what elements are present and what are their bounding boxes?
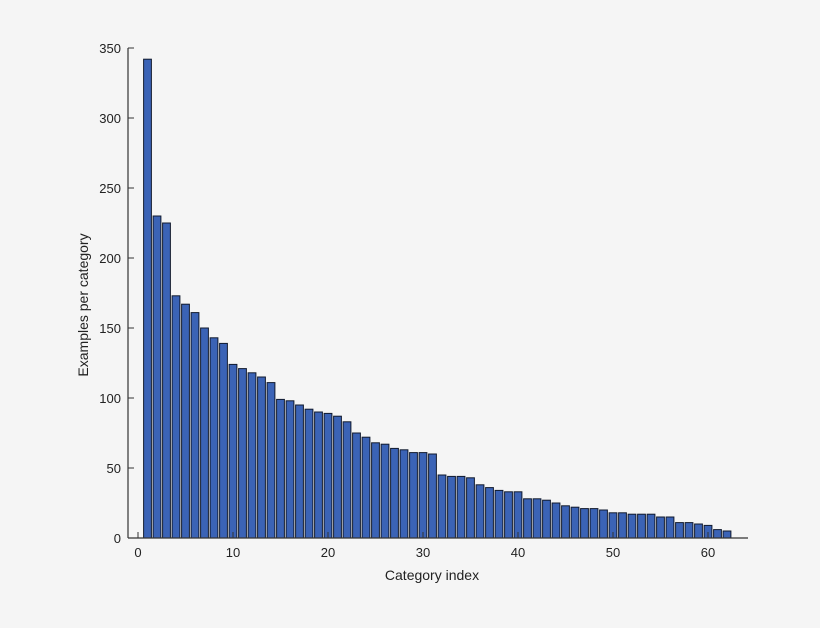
bar (276, 398, 285, 539)
bar (456, 475, 466, 539)
x-tick-label: 60 (701, 545, 715, 560)
bar (361, 436, 371, 539)
bar (542, 499, 551, 539)
bar (399, 449, 409, 539)
y-tick-label: 300 (99, 111, 121, 126)
bar (523, 498, 532, 539)
bar (713, 529, 722, 539)
y-tick-label: 0 (114, 531, 121, 546)
axes-group: 0 50 100 150 200 250 300 350 0 10 20 30 40 50 60 (99, 41, 748, 560)
bar (171, 295, 181, 539)
bar (551, 502, 561, 539)
bar (561, 505, 570, 539)
bar (637, 513, 646, 539)
bar (627, 513, 637, 539)
bar (675, 522, 684, 539)
bar (694, 523, 703, 539)
bar (684, 522, 694, 539)
bar (162, 222, 171, 539)
bar (418, 452, 428, 539)
bar (247, 372, 257, 539)
bar (257, 376, 266, 539)
bar (352, 432, 361, 539)
y-tick-label: 250 (99, 181, 121, 196)
bar (409, 452, 418, 539)
y-tick-label: 50 (107, 461, 121, 476)
bar (333, 415, 342, 539)
bar (228, 363, 238, 539)
bar (494, 489, 504, 539)
bar (466, 477, 475, 539)
bar (570, 506, 580, 539)
bar (219, 342, 228, 539)
bar (722, 530, 732, 539)
bar (209, 337, 219, 539)
bar (447, 475, 456, 539)
bar (580, 508, 589, 539)
bar (342, 421, 352, 539)
x-tick-label: 10 (226, 545, 240, 560)
bar (428, 453, 437, 539)
x-tick-label: 30 (416, 545, 430, 560)
bar (656, 516, 665, 539)
bar (380, 443, 390, 539)
x-tick-label: 20 (321, 545, 335, 560)
bar (371, 442, 380, 539)
bar (504, 491, 513, 539)
y-tick-label: 100 (99, 391, 121, 406)
x-tick-label: 0 (134, 545, 141, 560)
y-axis-label: Examples per category (75, 233, 91, 376)
bar (238, 368, 247, 539)
bar (190, 312, 200, 539)
bar (200, 327, 209, 539)
bar (314, 411, 323, 539)
bar (143, 58, 152, 539)
bar (323, 412, 333, 539)
y-tick-label: 200 (99, 251, 121, 266)
bar (475, 484, 485, 539)
x-tick-label: 40 (511, 545, 525, 560)
y-tick-label: 150 (99, 321, 121, 336)
bar (266, 382, 276, 539)
x-axis-label: Category index (385, 567, 479, 583)
bar (513, 491, 523, 539)
bar (532, 498, 542, 539)
bar (589, 508, 599, 539)
bars-group (143, 58, 732, 539)
bar (304, 408, 314, 539)
bar (285, 400, 295, 539)
bar (485, 487, 494, 539)
bar (437, 474, 447, 539)
bar (646, 513, 656, 539)
x-tick-label: 50 (606, 545, 620, 560)
y-tick-label: 350 (99, 41, 121, 56)
bar (618, 512, 627, 539)
bar (152, 215, 162, 539)
bar (181, 303, 190, 539)
bar (599, 509, 608, 539)
bar (665, 516, 675, 539)
bar (390, 447, 399, 539)
bar (295, 404, 304, 539)
